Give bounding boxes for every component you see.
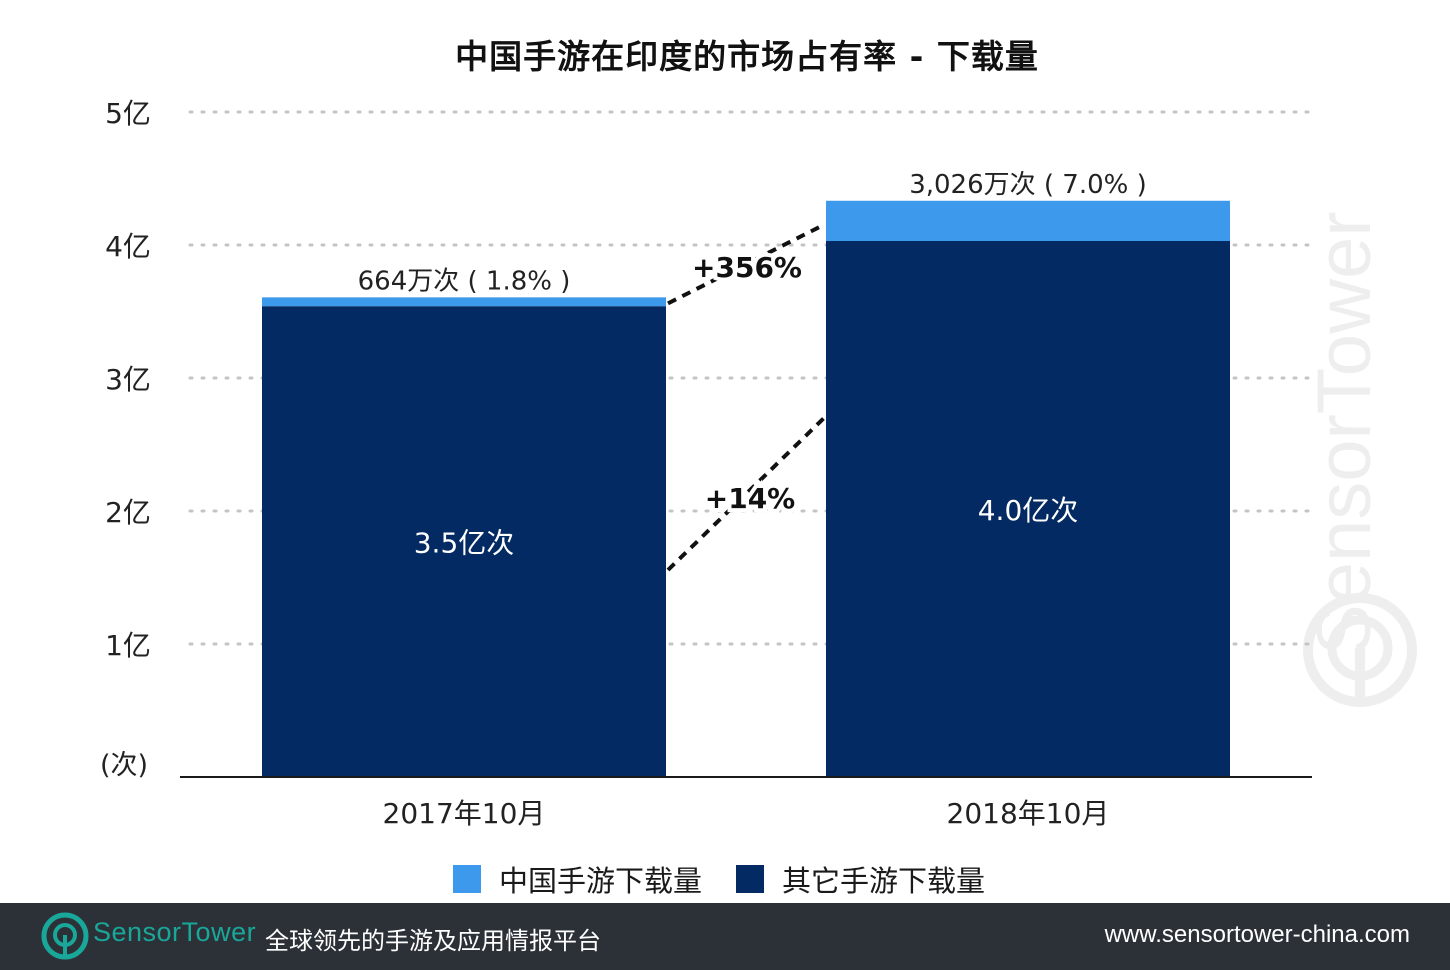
footer-bar: SensorTower 全球领先的手游及应用情报平台 www.sensortow…	[0, 903, 1450, 970]
watermark-logo-icon	[1303, 593, 1417, 707]
data-label-other-2: 4.0亿次	[978, 494, 1079, 527]
legend-swatch-other-games	[736, 865, 764, 893]
bar-other-2	[826, 241, 1230, 777]
y-tick-label-2: 2亿	[105, 496, 151, 529]
data-label-chinese-2: 3,026万次 ( 7.0% )	[909, 170, 1147, 200]
y-tick-label-4: 4亿	[105, 230, 151, 263]
legend-item-chinese-games: 中国手游下载量	[453, 862, 702, 898]
growth-label-1: +356%	[692, 251, 802, 284]
y-tick-label-5: 5亿	[105, 97, 151, 130]
legend-label-chinese-games: 中国手游下载量	[499, 864, 703, 898]
growth-label-halo-1: +356%	[692, 251, 802, 284]
bar-chinese-1	[262, 297, 666, 307]
y-unit-label: (次)	[100, 750, 148, 781]
data-label-other-1: 3.5亿次	[414, 527, 515, 560]
sensortower-logo-icon	[41, 912, 89, 960]
growth-label-halo-2: +14%	[705, 482, 795, 515]
footer-tagline: 全球领先的手游及应用情报平台	[265, 927, 601, 955]
y-tick-label-3: 3亿	[105, 363, 151, 396]
x-tick-label-1: 2017年10月	[383, 797, 546, 830]
legend-label-other-games: 其它手游下载量	[782, 864, 986, 898]
data-label-chinese-1: 664万次 ( 1.8% )	[358, 266, 571, 296]
chart-root: 中国手游在印度的市场占有率 - 下载量 SensorTower 1亿 2亿 3亿 4亿…	[100, 37, 1417, 830]
legend-swatch-chinese-games	[453, 865, 481, 893]
growth-connector-other	[666, 416, 826, 572]
growth-connector-chinese	[667, 222, 825, 306]
growth-label-2: +14%	[705, 482, 795, 515]
bar-other-1	[262, 306, 666, 777]
bar-chinese-2	[826, 200, 1230, 242]
footer-brand: SensorTower	[93, 917, 257, 947]
y-tick-label-1: 1亿	[105, 629, 151, 662]
legend: 中国手游下载量 其它手游下载量	[0, 858, 1450, 898]
footer-url[interactable]: www.sensortower-china.com	[1104, 921, 1410, 948]
plot-area: 1亿 2亿 3亿 4亿 5亿 (次) 2017年10月 3.5亿次 664万次 ( 1.8% )…	[100, 97, 1312, 830]
chart-title: 中国手游在印度的市场占有率 - 下载量	[455, 37, 1039, 76]
legend-item-other-games: 其它手游下载量	[736, 862, 985, 898]
x-tick-label-2: 2018年10月	[947, 797, 1110, 830]
